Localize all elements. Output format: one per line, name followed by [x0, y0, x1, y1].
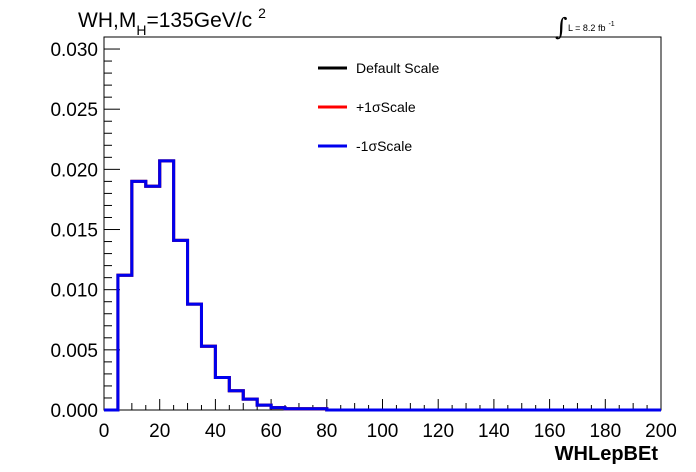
x-tick-label: 180 — [589, 421, 621, 442]
lumi-integral-sign: ∫ — [555, 13, 568, 41]
x-tick-label: 140 — [478, 421, 510, 442]
lumi-label: L = 8.2 fb -1 — [568, 21, 615, 33]
lumi-superscript: -1 — [608, 21, 614, 28]
y-tick-label: 0.010 — [50, 281, 98, 302]
y-tick-label: 0.030 — [50, 40, 98, 61]
legend-label: -1σScale — [356, 138, 412, 154]
legend-label: +1σScale — [356, 99, 416, 115]
x-tick-label: 0 — [99, 421, 110, 442]
x-tick-label: 40 — [205, 421, 226, 442]
x-tick-label: 80 — [316, 421, 337, 442]
x-axis-title: WHLepBEt — [555, 443, 659, 465]
x-tick-label: 100 — [367, 421, 399, 442]
y-tick-label: 0.005 — [50, 341, 98, 362]
title-superscript: 2 — [258, 5, 266, 21]
y-axis-ticks: 0.000 0.005 0.010 0.015 0.020 0.025 0.030 — [50, 36, 120, 422]
title-subscript: H — [136, 22, 146, 38]
histogram-series-2 — [104, 159, 661, 412]
series-layer — [104, 159, 661, 412]
y-tick-label: 0.015 — [50, 221, 98, 242]
legend: Default Scale +1σScale -1σScale — [318, 60, 439, 154]
x-tick-label: 200 — [645, 421, 677, 442]
y-tick-label: 0.025 — [50, 100, 98, 121]
lumi-text: L = 8.2 fb — [568, 23, 605, 33]
x-axis-ticks: 0 20 40 60 80 100 120 140 160 180 200 — [99, 399, 677, 442]
x-tick-label: 160 — [534, 421, 566, 442]
x-tick-label: 60 — [261, 421, 282, 442]
y-tick-label: 0.020 — [50, 160, 98, 181]
title-mass: =135GeV/c — [146, 9, 252, 32]
legend-label: Default Scale — [356, 60, 439, 76]
plot-frame — [103, 36, 662, 411]
y-tick-label: 0.000 — [50, 401, 98, 422]
chart-title: WH,MH=135GeV/c 2 — [78, 5, 266, 38]
x-tick-label: 120 — [422, 421, 454, 442]
title-main: WH,M — [78, 9, 136, 32]
x-tick-label: 20 — [149, 421, 170, 442]
